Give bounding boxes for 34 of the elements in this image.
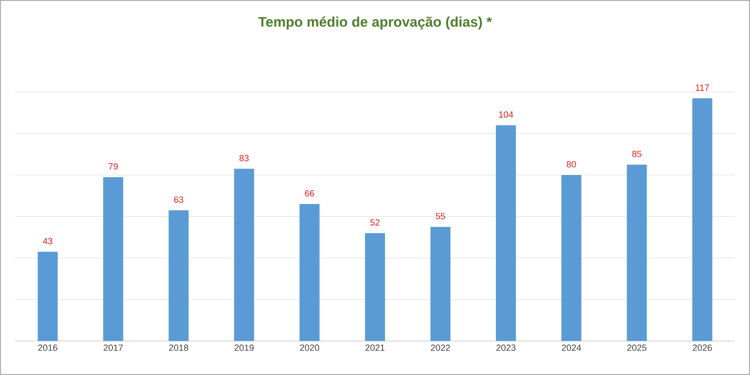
data-label: 79 <box>108 163 118 170</box>
bar <box>626 164 647 341</box>
data-label: 83 <box>240 154 249 162</box>
data-label: 52 <box>370 219 380 226</box>
chart-title: Tempo médio de aprovação (dias) * <box>258 16 492 30</box>
bar <box>38 252 58 341</box>
bar <box>561 174 582 341</box>
data-label: 55 <box>436 213 446 220</box>
bar <box>365 233 386 341</box>
data-label: 85 <box>632 150 642 158</box>
bar <box>496 125 516 341</box>
bar <box>168 210 189 341</box>
data-label: 66 <box>305 190 314 197</box>
bar <box>234 168 254 341</box>
data-label: 80 <box>566 161 576 168</box>
data-label: 117 <box>696 84 709 91</box>
x-tick-label: 2020 <box>300 344 320 351</box>
bar <box>300 204 320 341</box>
data-label: 43 <box>42 238 52 244</box>
x-tick-label: 2021 <box>365 344 385 351</box>
bar <box>103 177 124 341</box>
bar <box>692 98 712 341</box>
x-tick-label: 2024 <box>562 344 582 351</box>
x-tick-label: 2016 <box>38 344 58 351</box>
data-label: 104 <box>499 111 514 118</box>
bar <box>430 226 450 341</box>
data-label: 63 <box>174 196 184 203</box>
x-tick-label: 2026 <box>692 344 712 351</box>
x-tick-label: 2017 <box>104 344 123 351</box>
x-tick-label: 2018 <box>169 344 188 351</box>
x-tick-label: 2022 <box>430 344 450 351</box>
x-tick-label: 2019 <box>234 344 254 351</box>
x-tick-label: 2023 <box>496 344 516 351</box>
x-tick-label: 2025 <box>627 344 646 351</box>
